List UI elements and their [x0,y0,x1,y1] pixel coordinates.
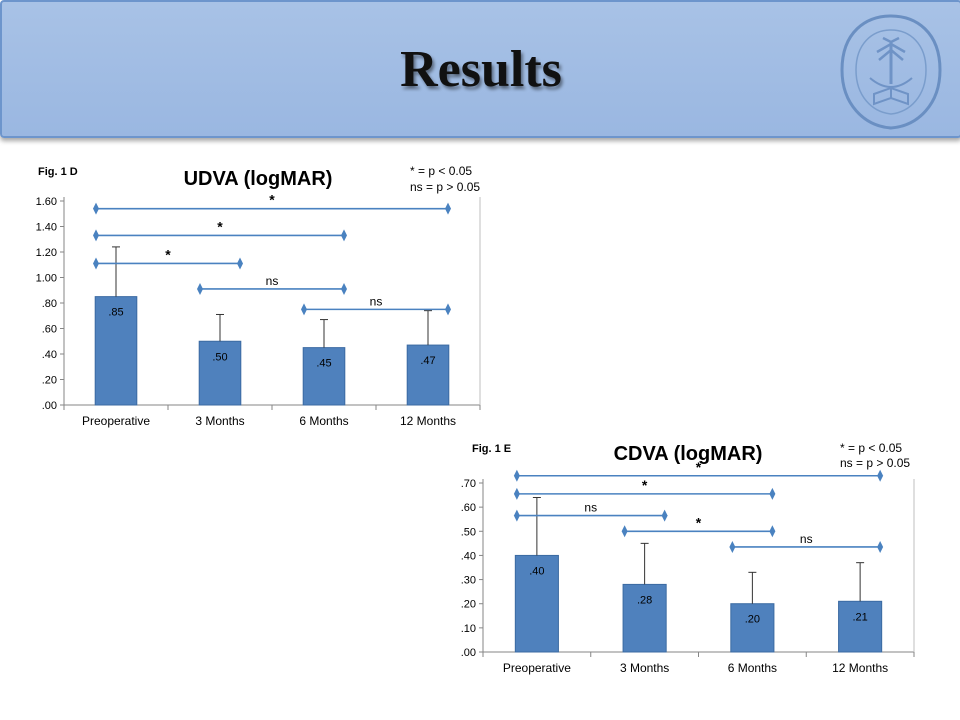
bar [622,583,667,653]
comparison-marker [513,509,520,522]
comparison-marker [93,257,99,270]
comparison-marker [301,303,307,316]
bar [730,603,775,653]
y-tick-label: .00 [42,400,57,412]
x-tick-label: 12 Months [400,414,456,428]
significance-label: ns [266,274,279,288]
data-label: .50 [212,351,227,363]
fig-label: Fig. 1 D [38,166,78,178]
comparison-marker [93,229,99,242]
y-tick-label: .60 [461,502,476,514]
y-tick-label: .60 [42,324,57,336]
data-label: .21 [852,611,867,623]
comparison-marker [877,469,884,482]
chart-title: UDVA (logMAR) [184,168,333,190]
data-label: .85 [108,307,123,319]
bar [302,347,346,406]
comparison-marker [769,525,776,538]
y-tick-label: .70 [461,478,476,490]
y-tick-label: 1.40 [36,222,57,234]
comparison-marker [513,469,520,482]
y-tick-label: .40 [461,550,476,562]
x-tick-label: Preoperative [82,414,150,428]
comparison-marker [621,525,628,538]
comparison-marker [341,282,347,295]
y-tick-label: .20 [461,599,476,611]
title-banner: Results [0,0,960,138]
comparison-marker [237,257,243,270]
x-tick-label: 6 Months [299,414,348,428]
udva-chart: Fig. 1 D UDVA (logMAR) * = p < 0.05 ns = p … [36,164,481,428]
data-label: .20 [745,614,760,626]
significance-label: * [165,246,171,262]
bar [198,340,242,406]
chart-title: CDVA (logMAR) [614,443,763,465]
bar [838,600,883,653]
bar [514,554,559,653]
data-label: .40 [529,565,544,577]
comparison-marker [197,282,203,295]
x-tick-label: 12 Months [832,661,888,675]
x-tick-label: Preoperative [503,661,571,675]
slide-title: Results [400,41,562,98]
y-tick-label: 1.00 [36,273,57,285]
data-label: .28 [637,594,652,606]
comparison-marker [661,509,668,522]
comparison-marker [513,487,520,500]
y-tick-label: .40 [42,349,57,361]
significance-legend: ns = p > 0.05 [410,180,480,194]
significance-label: * [642,477,648,493]
y-tick-label: .30 [461,575,476,587]
comparison-marker [769,487,776,500]
comparison-marker [877,540,884,553]
y-tick-label: .20 [42,375,57,387]
significance-label: ns [584,501,597,515]
significance-label: * [217,218,223,234]
significance-label: * [269,192,275,208]
significance-label: ns [370,294,383,308]
significance-label: * [696,459,702,475]
y-tick-label: 1.60 [36,196,57,208]
significance-label: * [696,514,702,530]
data-label: .47 [420,355,435,367]
x-tick-label: 6 Months [728,661,777,675]
significance-legend: ns = p > 0.05 [840,456,910,470]
x-tick-label: 3 Months [620,661,669,675]
fig-label: Fig. 1 E [472,443,511,455]
comparison-marker [729,540,736,553]
significance-label: ns [800,532,813,546]
y-tick-label: .00 [461,647,476,659]
comparison-marker [445,303,451,316]
comparison-marker [341,229,347,242]
y-tick-label: .50 [461,526,476,538]
y-tick-label: .10 [461,623,476,635]
university-seal-icon [840,14,942,130]
comparison-marker [93,202,99,215]
y-tick-label: .80 [42,298,57,310]
x-tick-label: 3 Months [195,414,244,428]
bar [406,344,450,406]
data-label: .45 [316,358,331,370]
significance-legend: * = p < 0.05 [840,441,902,455]
significance-legend: * = p < 0.05 [410,164,472,178]
y-tick-label: 1.20 [36,247,57,259]
comparison-marker [445,202,451,215]
